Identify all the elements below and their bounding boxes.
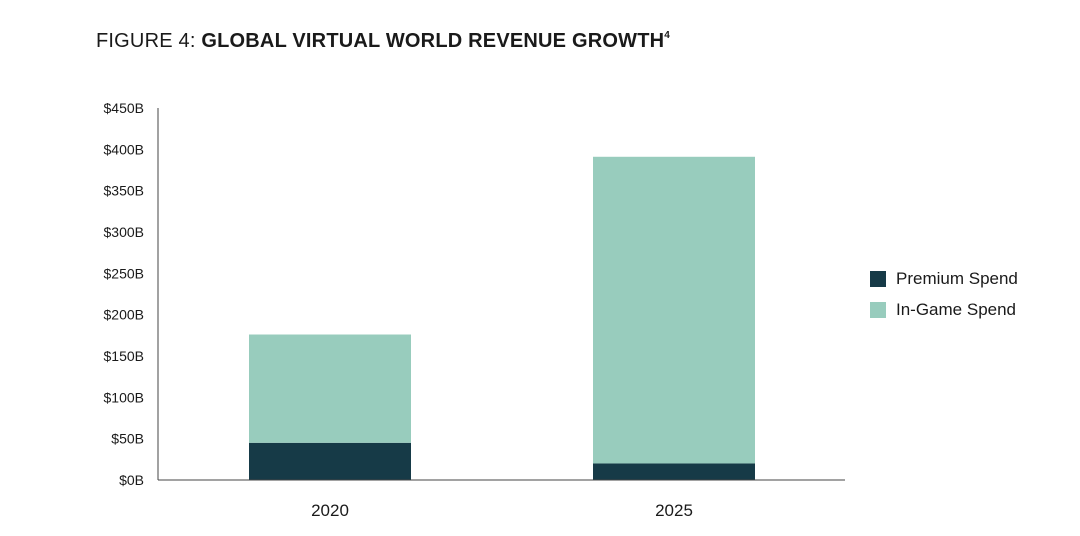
y-tick-label: $350B (104, 183, 144, 199)
bars-group (249, 156, 755, 480)
chart-title: GLOBAL VIRTUAL WORLD REVENUE GROWTH (201, 30, 665, 52)
bar-2025-premium-spend (593, 463, 755, 480)
y-tick-label: $50B (111, 431, 144, 447)
figure-title: FIGURE 4: GLOBAL VIRTUAL WORLD REVENUE G… (96, 30, 670, 53)
bar-2020-in-game-spend (249, 334, 411, 443)
legend-item-in-game-spend: In-Game Spend (870, 294, 1018, 325)
y-tick-label: $450B (104, 100, 144, 116)
y-tick-label: $250B (104, 265, 144, 281)
legend: Premium Spend In-Game Spend (870, 263, 1018, 325)
y-tick-label: $150B (104, 348, 144, 364)
legend-item-premium-spend: Premium Spend (870, 263, 1018, 294)
x-tick-label: 2020 (311, 501, 349, 520)
y-tick-label: $100B (104, 389, 144, 405)
x-axis-labels: 2020 2025 (311, 501, 693, 520)
bar-2020-premium-spend (249, 442, 411, 480)
y-axis-ticks: $0B $50B $100B $150B $200B $250B $300B $350B $40… (104, 100, 144, 488)
y-tick-label: $400B (104, 141, 144, 157)
legend-label-premium-spend: Premium Spend (896, 268, 1018, 288)
x-tick-label: 2025 (655, 501, 693, 520)
legend-swatch-premium-spend (870, 270, 886, 287)
figure-number: FIGURE 4: (96, 30, 202, 52)
legend-label-in-game-spend: In-Game Spend (896, 299, 1017, 319)
footnote-marker: 4 (664, 30, 671, 41)
legend-swatch-in-game-spend (870, 301, 886, 318)
y-tick-label: $200B (104, 307, 144, 323)
bar-2025-in-game-spend (593, 156, 755, 464)
y-tick-label: $300B (104, 224, 144, 240)
y-tick-label: $0B (119, 472, 144, 488)
